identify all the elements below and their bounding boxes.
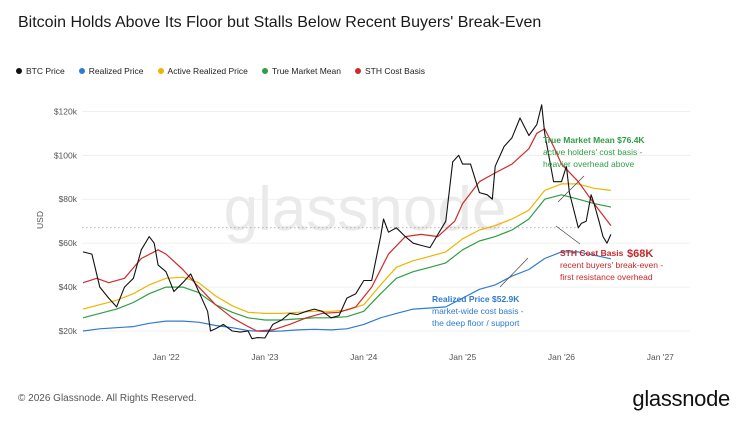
legend-item-sth-cost-basis[interactable]: STH Cost Basis (354, 66, 425, 76)
annotation-realized-price: Realized Price $52.9K market-wide cost b… (432, 294, 524, 328)
sth-annotation-line1: recent buyers' break-even - (560, 260, 663, 270)
x-tick-label: Jan '26 (548, 352, 575, 362)
y-tick-label: $120k (54, 106, 78, 116)
series-line-realized-price (82, 251, 612, 333)
legend-label-btc-price: BTC Price (26, 66, 65, 76)
tmm-annotation-line1: active holders' cost basis - (543, 147, 643, 157)
realized-annotation-title: Realized Price $52.9K (432, 294, 520, 304)
y-tick-label: $40k (59, 282, 78, 292)
legend-label-sth-cost-basis: STH Cost Basis (364, 66, 425, 76)
sth-annotation-value: $68K (627, 248, 653, 260)
chart-legend: BTC Price Realized Price Active Realized… (16, 66, 425, 76)
y-tick-label: $20k (59, 326, 78, 336)
sth-connector (555, 225, 581, 245)
annotation-sth-cost-basis: STH Cost Basis $68K recent buyers' break… (560, 248, 663, 282)
legend-item-true-market-mean[interactable]: True Market Mean (261, 66, 341, 76)
x-axis-ticks: Jan '22 Jan '23 Jan '24 Jan '25 Jan '26 Jan '… (152, 352, 674, 362)
legend-item-realized-price[interactable]: Realized Price (78, 66, 144, 76)
legend-label-true-market-mean: True Market Mean (271, 66, 341, 76)
legend-swatch-true-market-mean (261, 68, 268, 74)
legend-swatch-sth-cost-basis (354, 68, 361, 74)
tmm-connector (557, 175, 585, 203)
y-axis-ticks: $20k $40k $60k $80k $100k $120k (54, 106, 78, 336)
x-tick-label: Jan '22 (152, 352, 179, 362)
sth-annotation-title: STH Cost Basis (560, 248, 624, 258)
y-tick-label: $60k (59, 238, 78, 248)
page-title: Bitcoin Holds Above Its Floor but Stalls… (18, 14, 542, 31)
price-chart: glassnode $20k $40k $60k $80k $100k $120k Jan… (35, 104, 690, 362)
legend-swatch-active-realized-price (157, 68, 164, 74)
tmm-annotation-line2: heavier overhead above (543, 159, 634, 169)
realized-annotation-line2: the deep floor / support (432, 318, 520, 328)
legend-swatch-realized-price (78, 68, 85, 74)
legend-label-active-realized-price: Active Realized Price (167, 66, 248, 76)
realized-annotation-line1: market-wide cost basis - (432, 306, 524, 316)
legend-swatch-btc-price (16, 68, 22, 74)
brand-logo: glassnode (632, 386, 730, 411)
tmm-annotation-title: True Market Mean $76.4K (543, 135, 645, 145)
sth-annotation-line2: first resistance overhead (560, 272, 653, 282)
realized-connector (499, 257, 529, 288)
y-tick-label: $100k (54, 150, 78, 160)
x-tick-label: Jan '24 (350, 352, 377, 362)
x-tick-label: Jan '23 (251, 352, 278, 362)
legend-label-realized-price: Realized Price (88, 66, 144, 76)
annotation-true-market-mean: True Market Mean $76.4K active holders' … (543, 135, 645, 169)
x-tick-label: Jan '25 (449, 352, 476, 362)
x-tick-label: Jan '27 (647, 352, 674, 362)
y-tick-label: $80k (59, 194, 78, 204)
legend-item-active-realized-price[interactable]: Active Realized Price (157, 66, 248, 76)
legend-item-btc-price[interactable]: BTC Price (16, 66, 65, 76)
series-line-sth-cost-basis (82, 128, 612, 332)
y-axis-label: USD (35, 211, 45, 229)
series-line-btc-price (82, 104, 612, 340)
series-layer (82, 104, 612, 340)
chart-watermark: glassnode (224, 175, 507, 244)
copyright-footer: © 2026 Glassnode. All Rights Reserved. (18, 393, 197, 404)
